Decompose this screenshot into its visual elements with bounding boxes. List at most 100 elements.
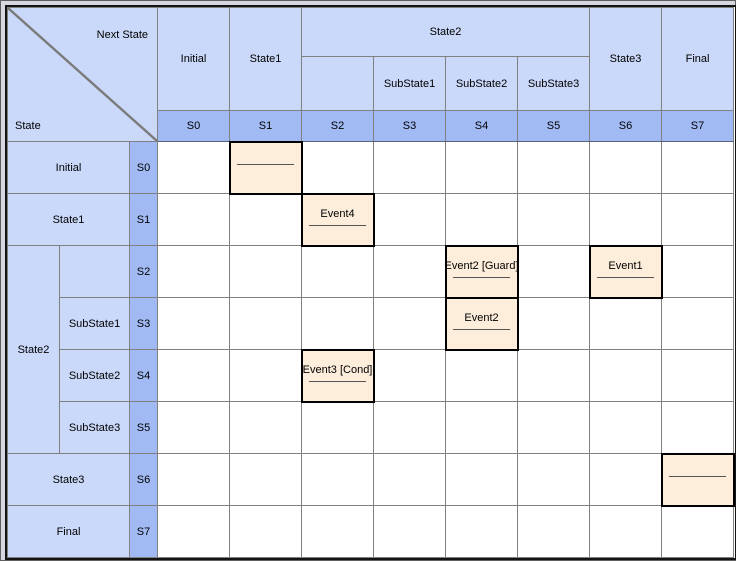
row-sub-state2-main — [59, 245, 130, 298]
cell-s2-s1[interactable] — [229, 245, 303, 298]
cell-s3-s2[interactable] — [301, 297, 375, 350]
cell-s4-s5[interactable] — [517, 349, 591, 402]
cell-s4-s7[interactable] — [661, 349, 735, 402]
cell-s2-s0[interactable] — [157, 245, 231, 298]
transition-separator-line — [453, 277, 511, 278]
col-group-state1: State1 — [229, 7, 303, 111]
cell-s6-s6[interactable] — [589, 453, 663, 506]
cell-s5-s0[interactable] — [157, 401, 231, 454]
cell-s0-s7[interactable] — [661, 141, 735, 194]
cell-s1-s0[interactable] — [157, 193, 231, 246]
corner-cell: Next State State — [6, 7, 159, 142]
cell-s0-s6[interactable] — [589, 141, 663, 194]
cell-s3-s6[interactable] — [589, 297, 663, 350]
transition-cell-s0-s1[interactable] — [228, 140, 303, 195]
cell-s1-s4[interactable] — [445, 193, 519, 246]
transition-cell-s2-s6[interactable]: Event1 — [588, 244, 663, 299]
transition-cell-s4-s2[interactable]: Event3 [Cond] — [300, 348, 375, 403]
cell-s4-s6[interactable] — [589, 349, 663, 402]
col-id-s6: S6 — [589, 110, 663, 142]
cell-s5-s2[interactable] — [301, 401, 375, 454]
cell-s7-s5[interactable] — [517, 505, 591, 558]
cell-s6-s5[interactable] — [517, 453, 591, 506]
row-id-s5: S5 — [128, 401, 159, 454]
cell-s5-s7[interactable] — [661, 401, 735, 454]
cell-s7-s4[interactable] — [445, 505, 519, 558]
transition-cell-s3-s4[interactable]: Event2 — [444, 296, 519, 351]
transition-separator-line — [453, 329, 511, 330]
transition-separator-line — [237, 164, 295, 165]
col-id-s7: S7 — [661, 110, 735, 142]
cell-s7-s0[interactable] — [157, 505, 231, 558]
cell-s7-s3[interactable] — [373, 505, 447, 558]
cell-s4-s3[interactable] — [373, 349, 447, 402]
cell-s6-s3[interactable] — [373, 453, 447, 506]
cell-s2-s5[interactable] — [517, 245, 591, 298]
cell-s3-s3[interactable] — [373, 297, 447, 350]
col-sub-substate2: SubState2 — [445, 56, 519, 111]
transition-cell-s6-s7[interactable] — [660, 452, 735, 507]
cell-s5-s4[interactable] — [445, 401, 519, 454]
cell-s6-s1[interactable] — [229, 453, 303, 506]
transition-separator-line — [669, 476, 727, 477]
transition-separator-line — [309, 381, 367, 382]
row-label-initial: Initial — [7, 141, 130, 194]
cell-s0-s4[interactable] — [445, 141, 519, 194]
cell-s4-s0[interactable] — [157, 349, 231, 402]
diagonal-line — [8, 8, 157, 141]
cell-s7-s2[interactable] — [301, 505, 375, 558]
transition-cell-s1-s2[interactable]: Event4 — [300, 192, 375, 247]
row-id-s2: S2 — [128, 245, 159, 298]
cell-s1-s1[interactable] — [229, 193, 303, 246]
matrix-table: Next State State Initial State1 State2 S… — [6, 7, 735, 558]
cell-s5-s6[interactable] — [589, 401, 663, 454]
cell-s4-s4[interactable] — [445, 349, 519, 402]
cell-s1-s5[interactable] — [517, 193, 591, 246]
col-id-s2: S2 — [301, 110, 375, 142]
row-id-s3: S3 — [128, 297, 159, 350]
cell-s5-s3[interactable] — [373, 401, 447, 454]
cell-s2-s3[interactable] — [373, 245, 447, 298]
corner-next-state-label: Next State — [96, 29, 149, 41]
cell-s0-s5[interactable] — [517, 141, 591, 194]
row-label-state1: State1 — [7, 193, 130, 246]
cell-s3-s5[interactable] — [517, 297, 591, 350]
cell-s5-s5[interactable] — [517, 401, 591, 454]
cell-s1-s3[interactable] — [373, 193, 447, 246]
col-sub-state2-main — [301, 56, 375, 111]
cell-s6-s0[interactable] — [157, 453, 231, 506]
transition-cell-s2-s4[interactable]: Event2 [Guard] — [444, 244, 519, 299]
row-sub-substate2: SubState2 — [59, 349, 130, 402]
transition-event-label: Event3 [Cond] — [302, 364, 373, 376]
transition-event-label: Event2 — [464, 312, 499, 324]
cell-s5-s1[interactable] — [229, 401, 303, 454]
row-id-s4: S4 — [128, 349, 159, 402]
cell-s4-s1[interactable] — [229, 349, 303, 402]
col-id-s3: S3 — [373, 110, 447, 142]
cell-s1-s7[interactable] — [661, 193, 735, 246]
col-group-initial: Initial — [157, 7, 231, 111]
col-group-state3: State3 — [589, 7, 663, 111]
cell-s0-s2[interactable] — [301, 141, 375, 194]
cell-s1-s6[interactable] — [589, 193, 663, 246]
row-label-state3: State3 — [7, 453, 130, 506]
cell-s7-s6[interactable] — [589, 505, 663, 558]
cell-s6-s4[interactable] — [445, 453, 519, 506]
corner-state-label: State — [15, 120, 41, 132]
col-sub-substate3: SubState3 — [517, 56, 591, 111]
cell-s0-s3[interactable] — [373, 141, 447, 194]
cell-s3-s1[interactable] — [229, 297, 303, 350]
cell-s7-s7[interactable] — [661, 505, 735, 558]
cell-s7-s1[interactable] — [229, 505, 303, 558]
cell-s3-s7[interactable] — [661, 297, 735, 350]
col-id-s0: S0 — [157, 110, 231, 142]
cell-s0-s0[interactable] — [157, 141, 231, 194]
col-group-state2: State2 — [301, 7, 591, 57]
cell-s6-s2[interactable] — [301, 453, 375, 506]
cell-s3-s0[interactable] — [157, 297, 231, 350]
cell-s2-s7[interactable] — [661, 245, 735, 298]
cell-s2-s2[interactable] — [301, 245, 375, 298]
row-id-s7: S7 — [128, 505, 159, 558]
row-sub-substate1: SubState1 — [59, 297, 130, 350]
